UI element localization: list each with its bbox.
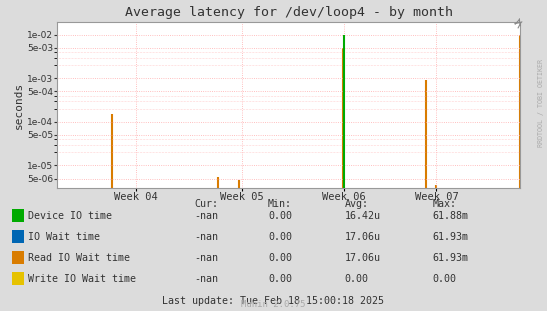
Text: Max:: Max:: [432, 199, 456, 209]
Text: 0.00: 0.00: [268, 274, 292, 284]
Text: -nan: -nan: [194, 253, 218, 263]
Text: 17.06u: 17.06u: [345, 232, 381, 242]
Text: 16.42u: 16.42u: [345, 211, 381, 221]
Text: 0.00: 0.00: [345, 274, 369, 284]
Text: 61.93m: 61.93m: [432, 253, 468, 263]
Title: Average latency for /dev/loop4 - by month: Average latency for /dev/loop4 - by mont…: [125, 6, 452, 19]
Text: Last update: Tue Feb 18 15:00:18 2025: Last update: Tue Feb 18 15:00:18 2025: [162, 296, 385, 306]
Text: Device IO time: Device IO time: [28, 211, 113, 221]
Text: RRDTOOL / TOBI OETIKER: RRDTOOL / TOBI OETIKER: [538, 59, 544, 146]
Text: 0.00: 0.00: [268, 253, 292, 263]
Text: 0.00: 0.00: [268, 211, 292, 221]
Text: 61.93m: 61.93m: [432, 232, 468, 242]
Text: 17.06u: 17.06u: [345, 253, 381, 263]
Text: 61.88m: 61.88m: [432, 211, 468, 221]
Text: 0.00: 0.00: [432, 274, 456, 284]
Text: Write IO Wait time: Write IO Wait time: [28, 274, 136, 284]
Y-axis label: seconds: seconds: [14, 81, 25, 128]
Text: Min:: Min:: [268, 199, 292, 209]
Text: -nan: -nan: [194, 211, 218, 221]
Text: Read IO Wait time: Read IO Wait time: [28, 253, 130, 263]
Text: -nan: -nan: [194, 232, 218, 242]
Text: 0.00: 0.00: [268, 232, 292, 242]
Text: Munin 2.0.75: Munin 2.0.75: [241, 300, 306, 309]
Text: Avg:: Avg:: [345, 199, 369, 209]
Text: Cur:: Cur:: [194, 199, 218, 209]
Text: -nan: -nan: [194, 274, 218, 284]
Text: IO Wait time: IO Wait time: [28, 232, 101, 242]
